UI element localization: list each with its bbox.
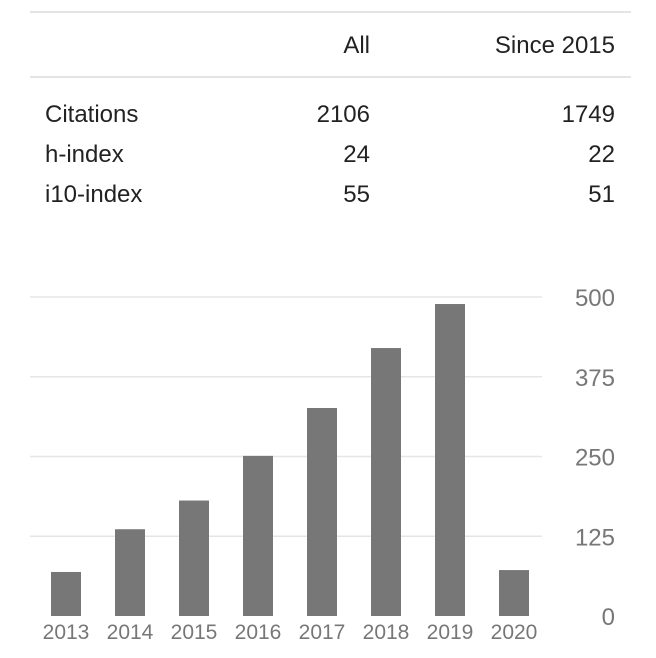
bar-2020[interactable] [499, 570, 529, 616]
bar-2018[interactable] [371, 348, 401, 616]
row-label-citations: Citations [45, 101, 139, 128]
bar-2016[interactable] [243, 455, 273, 616]
bar-2015[interactable] [179, 500, 209, 616]
h-index-all-value: 24 [343, 141, 370, 168]
bar-2017[interactable] [307, 408, 337, 616]
citations-all-value: 2106 [316, 101, 370, 128]
row-label-h-index: h-index [45, 141, 124, 168]
x-tick-label: 2018 [363, 621, 410, 644]
y-tick-label: 125 [575, 524, 615, 551]
h-index-since-value: 22 [588, 141, 615, 168]
x-tick-label: 2014 [107, 621, 154, 644]
table-top-divider [30, 11, 631, 13]
y-tick-label: 0 [602, 604, 615, 631]
table-header-divider [30, 76, 631, 78]
x-tick-label: 2015 [171, 621, 218, 644]
y-tick-label: 375 [575, 365, 615, 392]
x-tick-label: 2020 [491, 621, 538, 644]
bar-2013[interactable] [51, 571, 81, 616]
header-since-2015: Since 2015 [494, 32, 615, 59]
y-tick-label: 250 [575, 445, 615, 472]
i10-index-all-value: 55 [343, 181, 370, 208]
x-tick-label: 2013 [43, 621, 90, 644]
row-label-i10-index: i10-index [45, 181, 143, 208]
x-tick-label: 2016 [235, 621, 282, 644]
x-tick-label: 2019 [427, 621, 474, 644]
header-all: All [343, 32, 370, 59]
i10-index-since-value: 51 [588, 181, 615, 208]
x-tick-label: 2017 [299, 621, 346, 644]
y-tick-label: 500 [575, 285, 615, 312]
bar-2014[interactable] [115, 529, 145, 616]
bar-2019[interactable] [435, 304, 465, 616]
citations-since-value: 1749 [561, 101, 615, 128]
